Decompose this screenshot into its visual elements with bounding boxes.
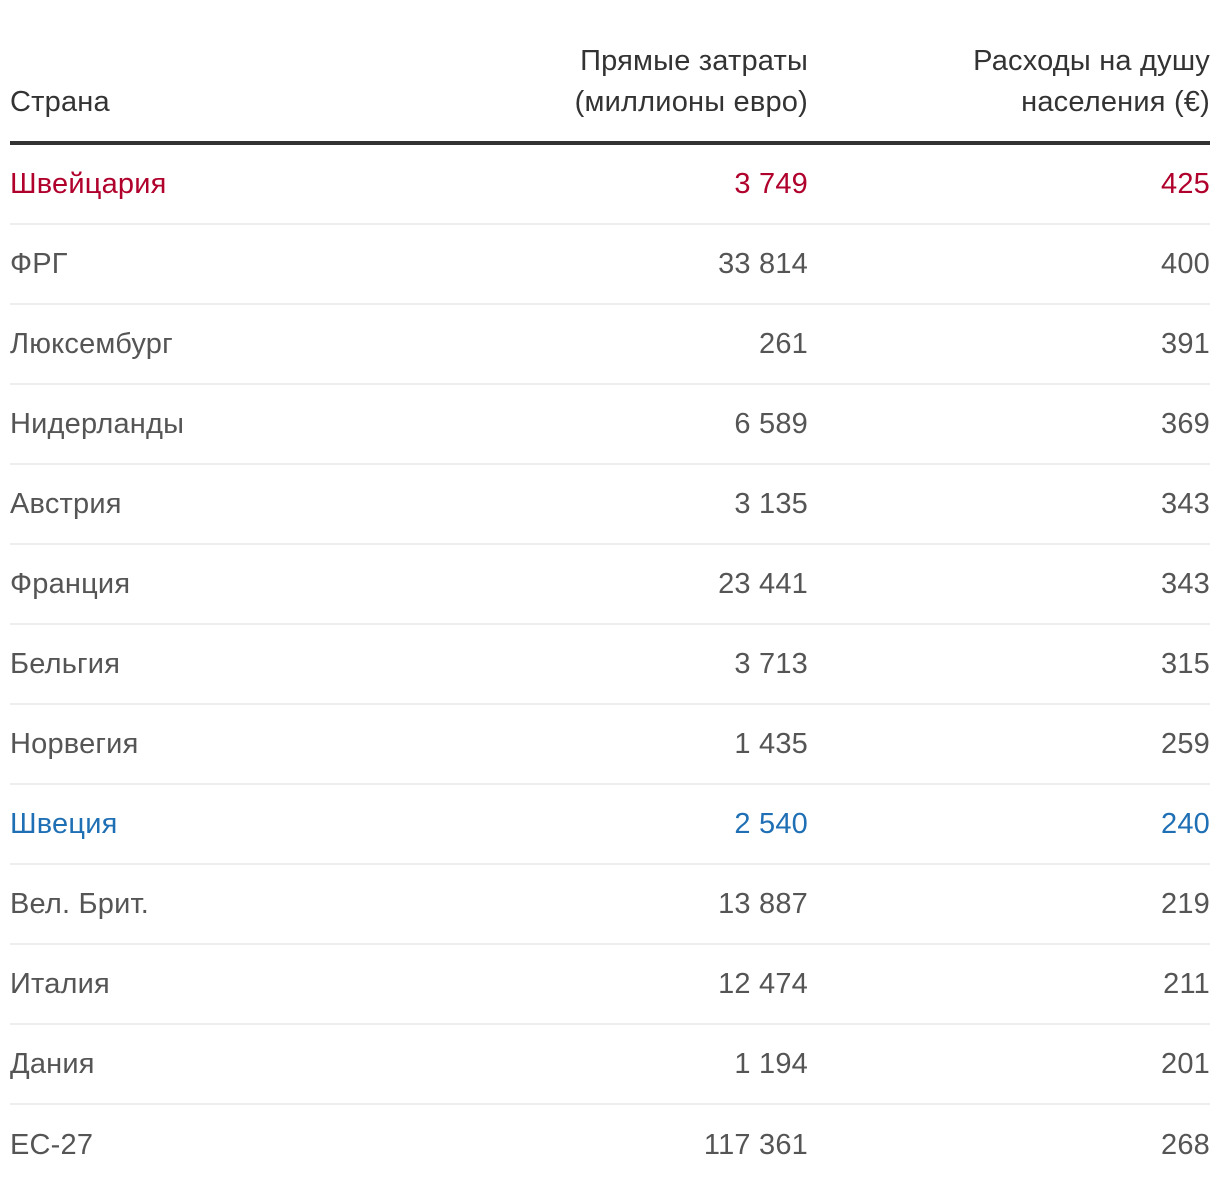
table-row: Дания 1 194 201 (10, 1025, 1210, 1105)
cost-table: Страна Прямые затраты (миллионы евро) Ра… (10, 40, 1210, 1185)
table-body: Швейцария 3 749 425 ФРГ 33 814 400 Люксембург 2… (10, 145, 1210, 1185)
table-row: Нидерланды 6 589 369 (10, 385, 1210, 465)
table-row: Австрия 3 135 343 (10, 465, 1210, 545)
direct-costs-cell: 33 814 (718, 248, 808, 280)
direct-costs-cell: 1 435 (734, 728, 808, 760)
table-header: Страна Прямые затраты (миллионы евро) Ра… (10, 40, 1210, 145)
per-capita-cell: 268 (1161, 1129, 1210, 1161)
header-direct-costs-line2: (миллионы евро) (574, 86, 808, 118)
country-cell: Люксембург (10, 328, 173, 360)
country-cell: ФРГ (10, 248, 68, 280)
direct-costs-cell: 3 713 (734, 648, 808, 680)
direct-costs-cell: 2 540 (734, 808, 808, 840)
direct-costs-cell: 12 474 (718, 968, 808, 1000)
per-capita-cell: 259 (1161, 728, 1210, 760)
country-cell: Нидерланды (10, 408, 185, 440)
per-capita-cell: 391 (1161, 328, 1210, 360)
direct-costs-cell: 13 887 (718, 888, 808, 920)
direct-costs-cell: 1 194 (734, 1048, 808, 1080)
header-country: Страна (10, 82, 510, 123)
country-cell: Бельгия (10, 648, 121, 680)
per-capita-cell: 201 (1161, 1048, 1210, 1080)
per-capita-cell: 343 (1161, 568, 1210, 600)
direct-costs-cell: 6 589 (734, 408, 808, 440)
country-cell: ЕС-27 (10, 1129, 94, 1161)
header-direct-costs-line1: Прямые затраты (580, 45, 808, 77)
direct-costs-cell: 23 441 (718, 568, 808, 600)
per-capita-cell: 425 (1161, 168, 1210, 200)
direct-costs-cell: 3 135 (734, 488, 808, 520)
per-capita-cell: 315 (1161, 648, 1210, 680)
table-row: Швейцария 3 749 425 (10, 145, 1210, 225)
country-cell: Норвегия (10, 728, 139, 760)
header-per-capita-line2: населения (€) (1021, 86, 1210, 118)
country-cell: Франция (10, 568, 131, 600)
table-row: ЕС-27 117 361 268 (10, 1105, 1210, 1185)
table-row: ФРГ 33 814 400 (10, 225, 1210, 305)
table-row: Норвегия 1 435 259 (10, 705, 1210, 785)
per-capita-cell: 343 (1161, 488, 1210, 520)
country-cell: Швеция (10, 808, 118, 840)
country-cell: Швейцария (10, 168, 167, 200)
per-capita-cell: 219 (1161, 888, 1210, 920)
header-country-label: Страна (10, 86, 110, 118)
country-cell: Италия (10, 968, 110, 1000)
per-capita-cell: 211 (1163, 968, 1210, 1000)
header-per-capita: Расходы на душу населения (€) (808, 41, 1210, 123)
table-row: Вел. Брит. 13 887 219 (10, 865, 1210, 945)
header-direct-costs: Прямые затраты (миллионы евро) (510, 41, 808, 123)
table-row: Франция 23 441 343 (10, 545, 1210, 625)
direct-costs-cell: 261 (759, 328, 808, 360)
country-cell: Австрия (10, 488, 122, 520)
table-row: Люксембург 261 391 (10, 305, 1210, 385)
country-cell: Дания (10, 1048, 95, 1080)
per-capita-cell: 240 (1161, 808, 1210, 840)
table-row: Италия 12 474 211 (10, 945, 1210, 1025)
direct-costs-cell: 117 361 (703, 1129, 808, 1161)
country-cell: Вел. Брит. (10, 888, 150, 920)
per-capita-cell: 400 (1161, 248, 1210, 280)
table-row: Бельгия 3 713 315 (10, 625, 1210, 705)
direct-costs-cell: 3 749 (734, 168, 808, 200)
header-per-capita-line1: Расходы на душу (973, 45, 1210, 77)
table-row: Швеция 2 540 240 (10, 785, 1210, 865)
per-capita-cell: 369 (1161, 408, 1210, 440)
